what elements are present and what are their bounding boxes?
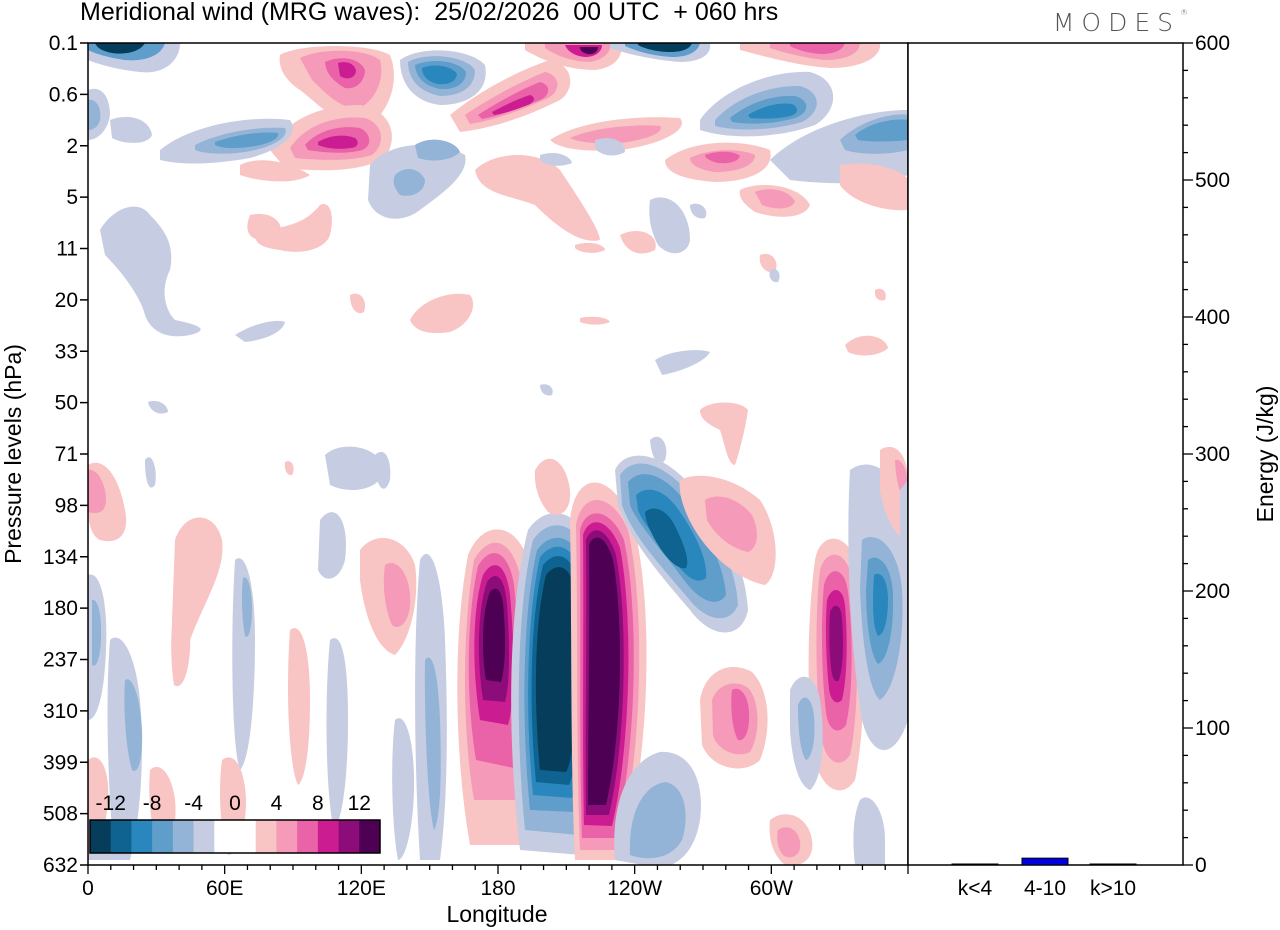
y-tick-label: 180 [43,597,78,620]
y-tick-label: 0.1 [49,32,78,55]
energy-tick-label: 600 [1195,32,1230,55]
contour-field [88,43,908,865]
weak-positive-lower-left [88,446,908,865]
chart-title: Meridional wind (MRG waves): 25/02/2026 … [80,0,779,26]
y-tick-label: 50 [55,392,78,415]
colorbar-label: -12 [96,792,126,815]
y-tick-label: 5 [66,186,78,209]
energy-bars [951,857,1137,866]
colorbar-label: 8 [312,792,324,815]
y-axis-pressure: 0.1 0.6 2 5 11 20 33 50 71 98 134 180 237 310 399 508 63… [43,32,88,877]
colorbar-swatch [152,820,174,853]
x-tick-label: 180 [480,877,515,900]
energy-y-axis: 0 100 200 300 400 500 600 [1183,32,1230,877]
energy-tick-label: 200 [1195,580,1230,603]
hovmoller-plot [87,42,909,866]
energy-tick-label: 300 [1195,443,1230,466]
x-axis-longitude: 0 60E 120E 180 120W 60W [82,865,909,900]
y-tick-label: 33 [55,340,78,363]
y-tick-label: 0.6 [49,83,78,106]
energy-bar [1021,857,1069,866]
y-tick-label: 237 [43,649,78,672]
y-tick-label: 399 [43,751,78,774]
colorbar-label: 0 [229,792,241,815]
energy-tick-label: 400 [1195,306,1230,329]
y-tick-label: 98 [55,494,78,517]
colorbar [89,819,381,854]
positive-core-2 [570,482,647,860]
y-axis-title: Pressure levels (hPa) [0,344,26,564]
colorbar-label: -8 [143,792,162,815]
energy-x-labels: k<4 4-10 k>10 [958,877,1136,900]
y-tick-label: 20 [55,289,78,312]
energy-category-label: k>10 [1090,877,1136,900]
colorbar-swatch [214,820,236,853]
colorbar-swatch [317,820,340,853]
colorbar-swatch [338,820,360,853]
colorbar-swatch [359,820,381,853]
positive-core-5 [700,667,768,769]
weak-negative-mid [145,436,908,560]
colorbar-swatch [193,820,215,853]
energy-bar [951,863,999,866]
colorbar-label: 4 [271,792,283,815]
x-tick-label: 60W [750,877,793,900]
energy-category-label: k<4 [958,877,993,900]
negative-core-3 [848,464,908,750]
logo-text: MODES [1052,8,1180,37]
modes-logo: MODES® [1053,8,1188,37]
colorbar-swatch [131,820,153,853]
positive-core-4 [679,475,776,585]
colorbar-swatch [235,820,257,853]
colorbar-label: 12 [348,792,371,815]
upper-bands [88,43,908,254]
energy-panel: 0 100 200 300 400 500 600 k<4 4-10 k>10 [907,32,1230,900]
x-tick-label: 120W [607,877,662,900]
y-tick-label: 11 [56,238,78,261]
energy-bar [1089,863,1137,866]
colorbar-swatch [90,820,112,853]
colorbar-frame [89,819,381,854]
colorbar-swatch [255,820,277,853]
colorbar-swatch [110,820,132,853]
energy-frame [907,42,1184,866]
energy-tick-label: 0 [1195,854,1207,877]
y-tick-label: 310 [43,700,78,723]
x-tick-label: 0 [82,877,94,900]
x-axis-title: Longitude [446,901,547,927]
mid-scatter [100,203,888,489]
colorbar-swatch [297,820,319,853]
registered-mark: ® [1180,8,1188,17]
negative-lobe-lower [614,676,823,865]
energy-category-label: 4-10 [1024,877,1066,900]
y-tick-label: 632 [43,854,78,877]
x-tick-label: 60E [206,877,243,900]
y-tick-label: 2 [66,135,78,158]
y-tick-label: 134 [43,546,78,569]
negative-core-2 [615,455,748,633]
weak-negative-lower-left [88,512,885,865]
y-tick-label: 508 [43,803,78,826]
energy-axis-title: Energy (J/kg) [1252,386,1278,523]
colorbar-swatch [276,820,298,853]
colorbar-labels: -12 -8 -4 0 4 8 12 [96,792,371,815]
colorbar-label: -4 [184,792,203,815]
energy-tick-label: 100 [1195,717,1230,740]
colorbar-swatch [172,820,195,853]
y-tick-label: 71 [55,443,78,466]
energy-tick-label: 500 [1195,169,1230,192]
x-tick-label: 120E [337,877,386,900]
